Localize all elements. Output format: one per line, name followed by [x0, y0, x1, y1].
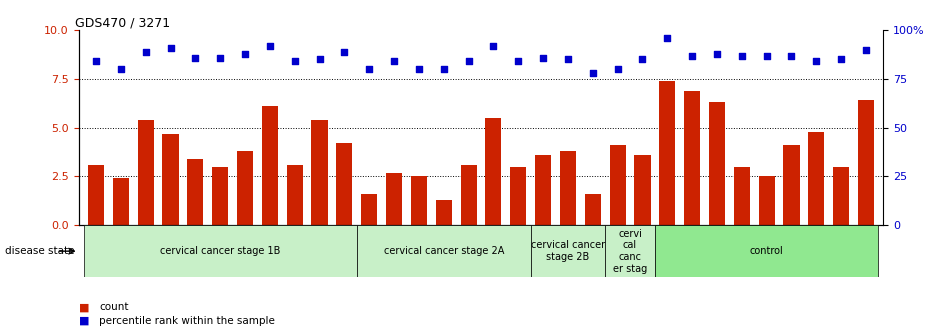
Point [238, 51, 253, 56]
Point [709, 51, 724, 56]
Point [263, 43, 278, 48]
Bar [833, 167, 849, 225]
Bar [163, 133, 179, 225]
Text: ■: ■ [79, 302, 89, 312]
Text: GDS470 / 3271: GDS470 / 3271 [75, 16, 169, 29]
Text: disease state: disease state [5, 246, 74, 256]
Bar [560, 151, 576, 225]
Bar [808, 132, 824, 225]
Text: control: control [750, 246, 783, 256]
Bar [461, 165, 476, 225]
Bar [357, 225, 531, 277]
Point [312, 57, 327, 62]
Bar [386, 172, 402, 225]
Point [163, 45, 178, 50]
Bar [237, 151, 253, 225]
Text: cervical cancer
stage 2B: cervical cancer stage 2B [531, 240, 605, 262]
Text: ■: ■ [79, 316, 89, 326]
Bar [635, 155, 650, 225]
Point [511, 59, 525, 64]
Point [784, 53, 799, 58]
Bar [337, 143, 352, 225]
Bar [511, 167, 526, 225]
Bar [610, 145, 625, 225]
Point [684, 53, 699, 58]
Point [362, 67, 376, 72]
Bar [684, 91, 700, 225]
Bar [411, 176, 427, 225]
Point [833, 57, 848, 62]
Bar [287, 165, 302, 225]
Bar [734, 167, 750, 225]
Bar [436, 200, 451, 225]
Text: percentile rank within the sample: percentile rank within the sample [99, 316, 275, 326]
Bar [312, 120, 327, 225]
Point [462, 59, 476, 64]
Text: cervical cancer stage 2A: cervical cancer stage 2A [384, 246, 504, 256]
Text: cervical cancer stage 1B: cervical cancer stage 1B [160, 246, 280, 256]
Point [660, 35, 674, 41]
Point [139, 49, 154, 54]
Bar [709, 102, 725, 225]
Bar [660, 81, 675, 225]
Bar [113, 178, 129, 225]
Bar [605, 225, 655, 277]
Bar [187, 159, 204, 225]
Bar [361, 194, 377, 225]
Point [610, 67, 625, 72]
Bar [138, 120, 154, 225]
Point [586, 71, 600, 76]
Bar [535, 155, 551, 225]
Point [387, 59, 401, 64]
Point [561, 57, 575, 62]
Bar [486, 118, 501, 225]
Bar [585, 194, 601, 225]
Bar [758, 176, 775, 225]
Bar [531, 225, 605, 277]
Bar [655, 225, 879, 277]
Point [437, 67, 451, 72]
Point [536, 55, 550, 60]
Point [213, 55, 228, 60]
Point [188, 55, 203, 60]
Bar [857, 100, 874, 225]
Text: cervi
cal
canc
er stag: cervi cal canc er stag [613, 229, 647, 274]
Bar [83, 225, 357, 277]
Bar [88, 165, 105, 225]
Point [89, 59, 104, 64]
Point [734, 53, 749, 58]
Bar [212, 167, 228, 225]
Point [486, 43, 500, 48]
Point [635, 57, 650, 62]
Point [808, 59, 824, 64]
Point [288, 59, 302, 64]
Bar [262, 106, 278, 225]
Point [858, 47, 873, 52]
Bar [783, 145, 799, 225]
Text: count: count [99, 302, 129, 312]
Point [412, 67, 426, 72]
Point [337, 49, 352, 54]
Point [759, 53, 774, 58]
Point [114, 67, 129, 72]
